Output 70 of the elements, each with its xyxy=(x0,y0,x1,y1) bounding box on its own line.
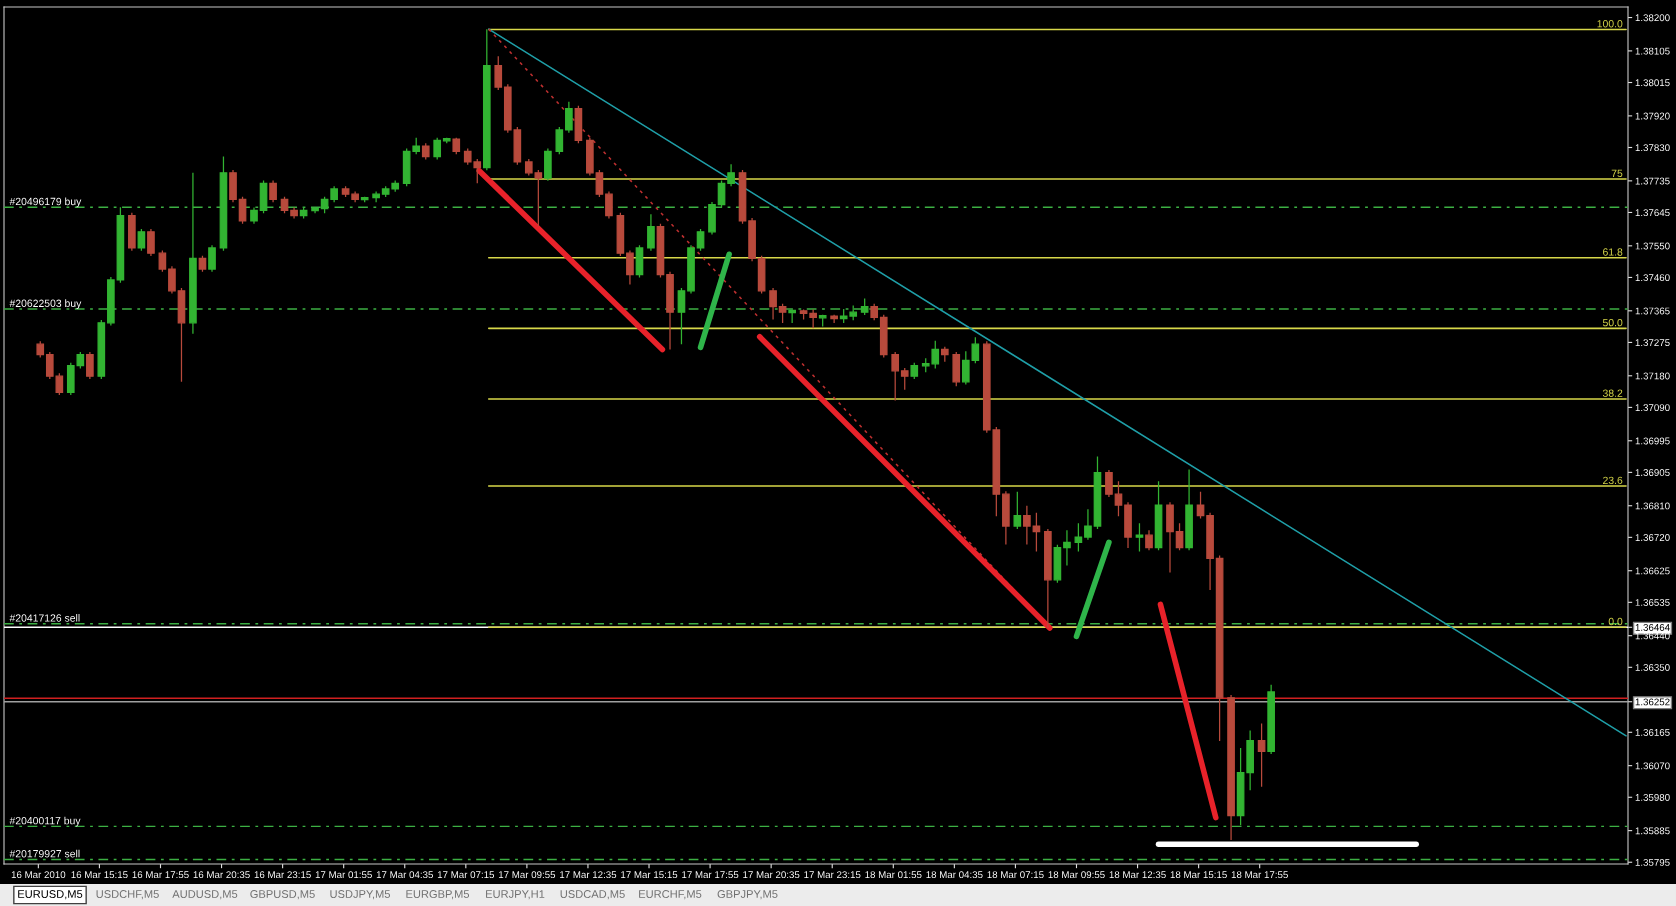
y-tick-label: 1.37735 xyxy=(1635,177,1670,185)
y-tick-label: 1.36440 xyxy=(1635,632,1670,640)
y-tick-label: 1.37275 xyxy=(1635,339,1670,347)
text: AUDUSD,M5 xyxy=(172,890,238,900)
text: EURJPY,H1 xyxy=(486,890,545,900)
y-tick-label: 1.37365 xyxy=(1635,307,1670,315)
y-tick-label: 1.37460 xyxy=(1635,274,1670,282)
y-tick-label: 1.36070 xyxy=(1635,762,1670,770)
x-tick-label: 17 Mar 17:55 xyxy=(682,871,739,879)
text: USDCAD,M5 xyxy=(560,890,625,900)
series-label: 23.6 xyxy=(1603,476,1623,485)
text: USDCHF,M5 xyxy=(96,890,159,900)
x-tick-label: 17 Mar 15:15 xyxy=(621,871,678,879)
x-tick-label: 17 Mar 09:55 xyxy=(498,871,556,879)
x-tick-label: 18 Mar 04:35 xyxy=(926,871,983,879)
ref-line-label: #20417126 sell xyxy=(9,614,80,622)
y-tick-label: 1.37645 xyxy=(1635,209,1670,217)
y-tick-label: 1.36165 xyxy=(1635,729,1670,736)
y-tick-label: 1.36905 xyxy=(1635,469,1670,476)
y-tick-label: 1.35885 xyxy=(1635,827,1670,835)
series-label: 50.0 xyxy=(1602,318,1623,327)
series-label: 61.8 xyxy=(1603,248,1623,256)
y-tick-label: 1.38105 xyxy=(1635,47,1670,55)
x-tick-label: 18 Mar 09:55 xyxy=(1048,871,1105,879)
x-tick-label: 17 Mar 23:15 xyxy=(804,871,861,879)
y-tick-label: 1.36810 xyxy=(1635,502,1670,510)
y-tick-label: 1.37180 xyxy=(1635,372,1670,380)
text: GBPUSD,M5 xyxy=(250,890,315,900)
y-tick-label: 1.36464 xyxy=(1635,624,1670,631)
x-tick-label: 18 Mar 17:55 xyxy=(1231,871,1288,879)
y-tick-label: 1.35795 xyxy=(1635,858,1670,866)
series-label: 100.0 xyxy=(1597,20,1623,28)
x-tick-label: 17 Mar 20:35 xyxy=(743,871,800,879)
series-label: 38.2 xyxy=(1602,389,1623,397)
x-tick-label: 17 Mar 07:15 xyxy=(437,871,495,879)
x-tick-label: 17 Mar 04:35 xyxy=(376,871,433,879)
y-tick-label: 1.36535 xyxy=(1635,599,1670,606)
x-tick-label: 17 Mar 01:55 xyxy=(315,871,372,879)
series-label: 75 xyxy=(1611,169,1623,178)
y-tick-label: 1.35980 xyxy=(1635,794,1670,801)
y-tick-label: 1.36350 xyxy=(1635,664,1670,671)
text: EURCHF,M5 xyxy=(639,890,702,900)
y-tick-label: 1.36995 xyxy=(1635,437,1670,445)
x-tick-label: 17 Mar 12:35 xyxy=(560,871,617,879)
x-tick-label: 16 Mar 2010 xyxy=(11,871,66,879)
ref-line-label: #20179927 sell xyxy=(9,849,80,858)
ref-line-label: #20496179 buy xyxy=(9,197,82,208)
text: EURUSD,M5 xyxy=(18,890,83,900)
text: USDJPY,M5 xyxy=(330,890,390,900)
text: EURGBP,M5 xyxy=(406,890,470,900)
y-tick-label: 1.37920 xyxy=(1635,112,1670,120)
y-tick-label: 1.38200 xyxy=(1635,14,1670,22)
y-tick-label: 1.37550 xyxy=(1635,242,1670,250)
y-tick-label: 1.37830 xyxy=(1635,144,1670,152)
y-tick-label: 1.36625 xyxy=(1635,567,1670,575)
y-tick-label: 1.37090 xyxy=(1635,404,1670,412)
y-tick-label: 1.36252 xyxy=(1635,698,1670,706)
y-tick-label: 1.38015 xyxy=(1635,79,1670,87)
x-tick-label: 16 Mar 17:55 xyxy=(132,871,189,879)
x-tick-label: 16 Mar 20:35 xyxy=(193,871,250,879)
ref-line-label: #20622503 buy xyxy=(9,299,82,310)
x-tick-label: 18 Mar 01:55 xyxy=(865,871,922,879)
ref-line-label: #20400117 buy xyxy=(9,816,81,827)
x-tick-label: 18 Mar 12:35 xyxy=(1109,871,1166,879)
x-tick-label: 16 Mar 23:15 xyxy=(254,871,311,879)
y-tick-label: 1.36720 xyxy=(1635,534,1670,541)
text: GBPJPY,M5 xyxy=(717,890,778,900)
x-tick-label: 18 Mar 15:15 xyxy=(1170,871,1227,879)
x-tick-label: 18 Mar 07:15 xyxy=(987,871,1044,879)
x-tick-label: 16 Mar 15:15 xyxy=(71,871,128,879)
